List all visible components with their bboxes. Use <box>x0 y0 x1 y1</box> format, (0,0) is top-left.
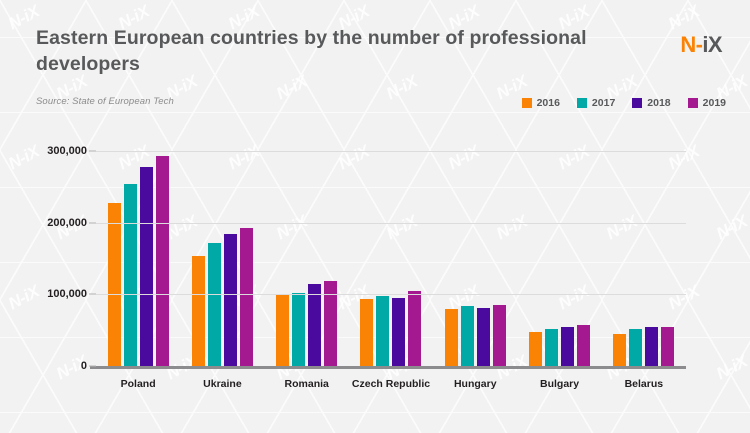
bar[interactable] <box>191 256 205 366</box>
y-axis-tick-mark <box>89 222 96 224</box>
bar[interactable] <box>460 305 474 366</box>
x-axis-tick-label: Poland <box>120 378 156 390</box>
y-axis-tick-label: 300,000 <box>47 145 87 157</box>
header: Eastern European countries by the number… <box>36 26 720 77</box>
bar[interactable] <box>492 305 506 366</box>
bar[interactable] <box>408 291 422 366</box>
x-axis-tick-label: Belarus <box>624 378 664 390</box>
bar[interactable] <box>239 228 253 366</box>
bar-group: Poland <box>96 151 180 390</box>
source-caption: Source: State of European Tech <box>36 96 174 107</box>
x-axis-tick-label: Hungary <box>453 378 497 390</box>
bar-group: Bulgary <box>517 151 601 390</box>
bar[interactable] <box>308 283 322 366</box>
bar[interactable] <box>561 326 575 366</box>
bar-group: Romania <box>265 151 349 390</box>
bar[interactable] <box>155 156 169 366</box>
nix-logo: N-iX <box>680 32 722 58</box>
gridline <box>96 294 686 296</box>
bar-group: Hungary <box>433 151 517 390</box>
y-axis-tick-mark <box>89 150 96 152</box>
bar[interactable] <box>123 183 137 366</box>
y-axis-tick-mark <box>89 293 96 295</box>
bar[interactable] <box>392 297 406 366</box>
bar[interactable] <box>223 234 237 366</box>
bar[interactable] <box>529 332 543 366</box>
legend-swatch-icon <box>632 98 643 108</box>
x-axis-tick-label: Romania <box>284 378 329 390</box>
y-axis-tick-mark <box>89 365 96 367</box>
bar[interactable] <box>476 307 490 366</box>
bar[interactable] <box>376 295 390 366</box>
x-axis-tick-label: Bulgary <box>540 378 580 390</box>
logo-dash: - <box>695 32 703 57</box>
bar[interactable] <box>545 329 559 366</box>
bar[interactable] <box>276 294 290 366</box>
legend-label: 2018 <box>647 97 671 109</box>
bar[interactable] <box>292 292 306 366</box>
x-axis-baseline <box>90 366 686 369</box>
page-title: Eastern European countries by the number… <box>36 27 587 75</box>
gridline <box>96 151 686 152</box>
legend-label: 2019 <box>702 97 726 109</box>
bar[interactable] <box>661 326 675 366</box>
bar[interactable] <box>645 326 659 366</box>
bar[interactable] <box>107 202 121 366</box>
legend-swatch-icon <box>687 98 698 108</box>
y-axis-tick-label: 200,000 <box>47 216 87 229</box>
legend-item[interactable]: 2016 <box>521 97 560 109</box>
bar[interactable] <box>324 281 338 366</box>
legend-label: 2016 <box>536 97 560 109</box>
bar[interactable] <box>139 166 153 366</box>
legend-item[interactable]: 2017 <box>576 97 616 109</box>
legend-item[interactable]: 2019 <box>687 97 726 109</box>
y-axis-tick-label: 0 <box>80 360 87 372</box>
bar-group: Ukraine <box>180 151 264 390</box>
legend-swatch-icon <box>521 98 532 108</box>
gridline <box>96 222 686 224</box>
legend-label: 2017 <box>591 97 616 109</box>
bar[interactable] <box>613 333 627 366</box>
bar[interactable] <box>444 309 458 366</box>
x-axis-tick-label: Ukraine <box>203 378 242 390</box>
bar[interactable] <box>629 329 643 366</box>
x-axis-tick-label: Czech Republic <box>351 378 431 390</box>
bar[interactable] <box>577 325 591 366</box>
y-axis-tick-label: 100,000 <box>47 288 87 301</box>
plot-area: Poland Ukraine Romania Czech Republic Hungar… <box>47 145 686 390</box>
legend-swatch-icon <box>576 98 587 108</box>
bar[interactable] <box>360 299 374 366</box>
bar-groups: Poland Ukraine Romania Czech Republic Hungar… <box>96 151 686 390</box>
bar-group: Czech Republic <box>349 151 433 390</box>
chart-legend: 2016 2017 2018 2019 <box>521 97 726 109</box>
logo-letter-n: N <box>680 32 696 57</box>
bar[interactable] <box>207 243 221 366</box>
bar-group: Belarus <box>602 151 686 390</box>
legend-item[interactable]: 2018 <box>632 97 671 109</box>
logo-letters-ix: iX <box>702 32 722 57</box>
